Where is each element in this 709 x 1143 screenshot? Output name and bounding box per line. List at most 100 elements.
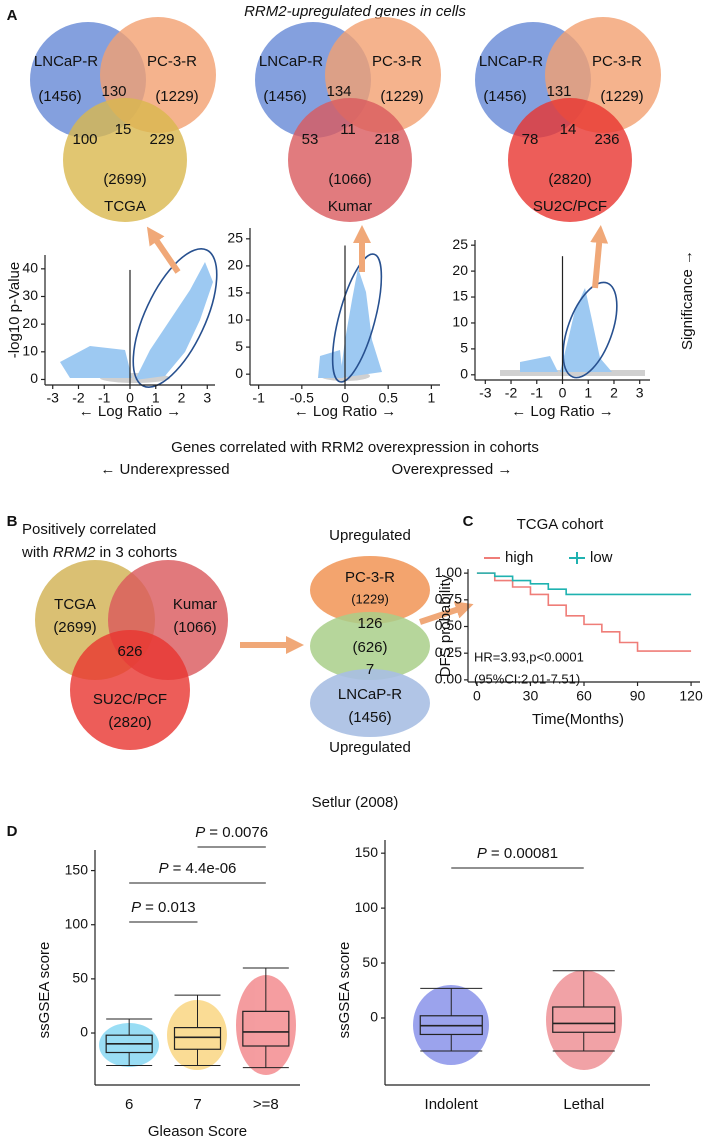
- venn-count: (2820): [548, 171, 591, 188]
- y-tick-label: 25: [227, 230, 243, 246]
- venn-count: (2699): [103, 171, 146, 188]
- y-tick-label: 5: [460, 340, 468, 356]
- panel-label: A: [7, 7, 18, 24]
- venn-set: [70, 630, 190, 750]
- venn-set: [310, 556, 430, 624]
- y-tick-label: 150: [355, 844, 379, 860]
- venn-overlap: 11: [340, 121, 356, 138]
- venn-label: TCGA: [54, 596, 96, 613]
- y-tick-label: 0.50: [435, 617, 462, 633]
- venn-label: PC-3-R: [345, 569, 395, 586]
- x-tick-label: 1: [152, 390, 160, 406]
- venn-overlap: 7: [366, 661, 374, 678]
- p-value: P = 4.4e-06: [159, 860, 237, 877]
- p-symbol: P: [195, 824, 205, 841]
- x-tick-label: 120: [679, 688, 703, 704]
- box: [173, 1027, 222, 1050]
- venn-label: SU2C/PCF: [533, 198, 607, 215]
- x-tick-label: 0: [341, 390, 349, 406]
- x-tick-label: -1: [252, 390, 265, 406]
- y-tick-label: 10: [227, 311, 243, 327]
- x-tick-label: 30: [523, 688, 539, 704]
- venn-label: Kumar: [173, 596, 217, 613]
- y-tick-label: 0.00: [435, 671, 462, 687]
- p-value: P = 0.00081: [477, 845, 558, 862]
- x-tick-label: 1: [584, 385, 592, 401]
- x-tick-label: 3: [203, 390, 211, 406]
- y-axis-label: ssGSEA score: [336, 942, 353, 1039]
- heading: with RRM2 in 3 cohorts: [21, 544, 177, 561]
- venn-count: (1229): [155, 88, 198, 105]
- x-tick-label: 90: [630, 688, 646, 704]
- venn-label: PC-3-R: [592, 53, 642, 70]
- x-tick-label: 60: [576, 688, 592, 704]
- y-axis-label: ssGSEA score: [36, 942, 53, 1039]
- venn-set: [310, 612, 430, 680]
- x-tick-label: -3: [47, 390, 60, 406]
- venn-count: (1456): [263, 88, 306, 105]
- panel-label: C: [463, 513, 474, 530]
- y-tick-label: 0: [460, 366, 468, 382]
- venn-count: (2820): [108, 714, 151, 731]
- venn-set: [508, 98, 632, 222]
- y-tick-label: 15: [227, 284, 243, 300]
- p-symbol: P: [131, 899, 141, 916]
- survival-curve: [476, 572, 692, 652]
- stack-label: Upregulated: [329, 739, 411, 756]
- annotation: (95%CI:2.01-7.51): [474, 671, 580, 686]
- venn-count: (2699): [53, 619, 96, 636]
- venn-count: (1229): [351, 591, 389, 606]
- y-tick-label: 10: [452, 314, 468, 330]
- x-tick-label: -2: [72, 390, 85, 406]
- venn-count: (1229): [380, 88, 423, 105]
- x-tick-label: Indolent: [425, 1096, 479, 1113]
- x-tick-label: 0: [126, 390, 134, 406]
- venn-label: LNCaP-R: [479, 53, 543, 70]
- y-tick-label: 0: [370, 1009, 378, 1025]
- x-tick-label: 2: [178, 390, 186, 406]
- venn-label: LNCaP-R: [338, 686, 402, 703]
- annotation: HR=3.93,p<0.0001: [474, 649, 584, 664]
- venn-label: SU2C/PCF: [93, 691, 167, 708]
- venn-label: Kumar: [328, 198, 372, 215]
- y-axis-label: DFS probability: [437, 574, 454, 677]
- survival-curve: [476, 572, 692, 596]
- venn-overlap: 53: [302, 131, 319, 148]
- y-tick-label: 20: [22, 315, 38, 331]
- y-tick-label: 15: [452, 288, 468, 304]
- venn-count: (1066): [328, 171, 371, 188]
- venn-overlap: 626: [117, 643, 142, 660]
- box: [242, 1010, 290, 1047]
- x-axis-label: ← Log Ratio →: [79, 403, 182, 420]
- p-value: P = 0.0076: [195, 824, 268, 841]
- venn-label: TCGA: [104, 198, 146, 215]
- venn-count: (626): [352, 639, 387, 656]
- venn-overlap: 14: [560, 121, 577, 138]
- venn-count: (1066): [173, 619, 216, 636]
- venn-overlap: 100: [72, 131, 97, 148]
- caption: Overexpressed →: [392, 461, 513, 478]
- y-tick-label: 20: [227, 257, 243, 273]
- arrows: [146, 225, 609, 654]
- p-symbol: P: [159, 860, 169, 877]
- stack-label: Upregulated: [329, 527, 411, 544]
- venn-label: PC-3-R: [372, 53, 422, 70]
- p-value: P = 0.013: [131, 899, 195, 916]
- venn-label: LNCaP-R: [259, 53, 323, 70]
- y-tick-label: 0.75: [435, 591, 462, 607]
- x-axis-label: ← Log Ratio →: [511, 403, 614, 420]
- y-tick-label: 100: [355, 899, 379, 915]
- volcano-ellipses: [132, 248, 618, 388]
- venn-count: (1229): [600, 88, 643, 105]
- venn-set: [310, 669, 430, 737]
- x-tick-label: >=8: [253, 1096, 279, 1113]
- x-tick-label: 6: [125, 1096, 133, 1113]
- heading-part: with: [21, 544, 53, 561]
- venn-overlap: 126: [357, 615, 382, 632]
- panel-a-title-part: -upregulated genes in cells: [287, 3, 467, 20]
- y-tick-label: 100: [65, 915, 89, 931]
- panel-a-title: RRM2-upregulated genes in cells: [244, 3, 466, 20]
- x-tick-label: 0: [559, 385, 567, 401]
